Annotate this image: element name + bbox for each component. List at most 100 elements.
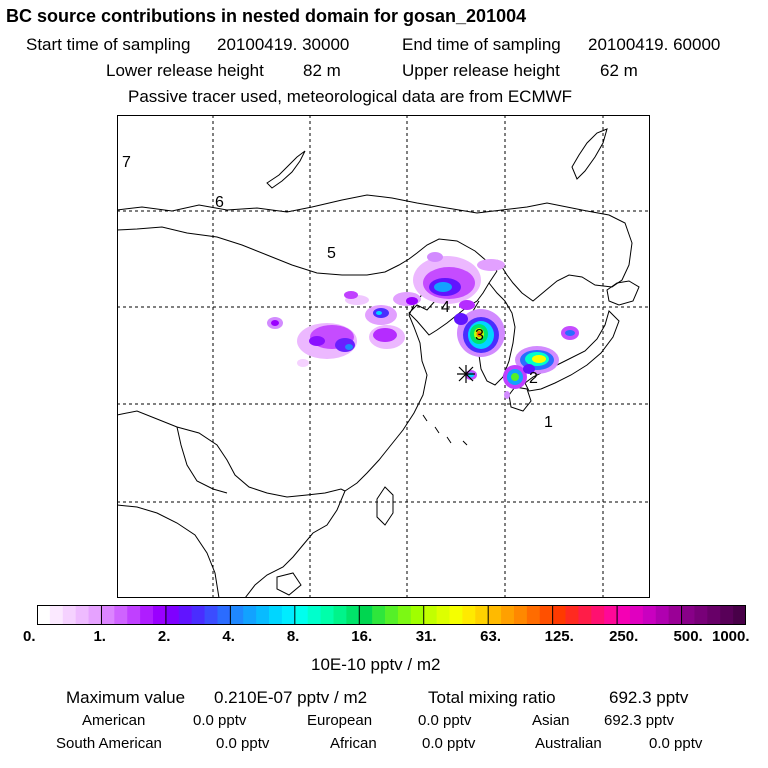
- region-label-6: 6: [215, 194, 224, 211]
- start-time-label: Start time of sampling: [26, 35, 191, 54]
- colorbar-tick-label: 4.: [222, 628, 235, 645]
- start-time-value: 20100419. 30000: [217, 35, 350, 54]
- northern-border: [117, 194, 633, 302]
- mongolia-border: [117, 226, 498, 276]
- bc-concentration-plume: [267, 252, 579, 399]
- south-border: [117, 504, 220, 598]
- source-value-australian: 0.0 pptv: [649, 735, 703, 752]
- taiwan: [376, 486, 394, 526]
- colorbar-tick-label: 16.: [351, 628, 373, 645]
- colorbar-cell: [475, 605, 489, 625]
- region-label-5: 5: [327, 245, 336, 262]
- colorbar-tick-label: 1000.: [712, 628, 750, 645]
- end-time-value: 20100419. 60000: [588, 35, 721, 54]
- source-name-australian: Australian: [535, 735, 602, 752]
- region-label-1: 1: [544, 414, 553, 431]
- colorbar-cell: [668, 605, 682, 625]
- indochina: [117, 410, 346, 598]
- colorbar-cell: [488, 605, 502, 625]
- colorbar-cell: [462, 605, 476, 625]
- japan-hokkaido: [606, 280, 640, 306]
- region-label-7: 7: [122, 154, 131, 171]
- max-value-label: Maximum value: [66, 688, 186, 707]
- colorbar-cell: [114, 605, 128, 625]
- colorbar-cell: [578, 605, 592, 625]
- colorbar-cell: [707, 605, 721, 625]
- colorbar-cell: [191, 605, 205, 625]
- plot-title: BC source contributions in nested domain…: [6, 6, 527, 26]
- colorbar-cell: [642, 605, 657, 625]
- colorbar-cell: [501, 605, 515, 625]
- colorbar-cell: [281, 605, 296, 625]
- source-value-african: 0.0 pptv: [422, 735, 476, 752]
- colorbar-cell: [256, 605, 270, 625]
- colorbar-cell: [127, 605, 141, 625]
- colorbar-cell: [385, 605, 399, 625]
- colorbar-cell: [513, 605, 528, 625]
- colorbar-cell: [307, 605, 321, 625]
- colorbar-tick-label: 2.: [157, 628, 171, 645]
- sakhalin: [571, 128, 608, 180]
- colorbar-cell: [88, 605, 102, 625]
- colorbar-cell: [436, 605, 450, 625]
- colorbar-cell: [153, 605, 167, 625]
- colorbar-cell: [49, 605, 64, 625]
- colorbar-cell: [62, 605, 77, 625]
- colorbar-cell: [230, 605, 244, 625]
- colorbar-cell: [204, 605, 218, 625]
- source-contribution-map: 7 6 5 4 3 2 1: [117, 115, 650, 598]
- lat-lon-grid: [117, 115, 650, 598]
- colorbar-cell: [720, 605, 734, 625]
- colorbar-tick-label: 63.: [480, 628, 502, 645]
- colorbar-cell: [604, 605, 618, 625]
- colorbar-tick-label: 125.: [544, 628, 574, 645]
- colorbar-cell: [552, 605, 566, 625]
- source-name-asian: Asian: [532, 712, 570, 729]
- total-mixing-value: 692.3 pptv: [609, 688, 689, 707]
- colorbar-cell: [165, 605, 180, 625]
- colorbar-tick-label: 1.: [93, 628, 106, 645]
- colorbar-cell: [243, 605, 257, 625]
- colorbar-cell: [372, 605, 386, 625]
- source-name-european: European: [307, 712, 373, 729]
- colorbar-cell: [681, 605, 695, 625]
- colorbar-cell: [526, 605, 541, 625]
- colorbar-cell: [37, 605, 51, 625]
- upper-height-value: 62 m: [600, 61, 638, 80]
- map-frame: [117, 115, 650, 598]
- receptor-asterisk-marker: [457, 365, 475, 383]
- colorbar: [37, 605, 746, 625]
- colorbar-cell: [629, 605, 644, 625]
- colorbar-cell: [397, 605, 412, 625]
- colorbar-cell: [423, 605, 438, 625]
- hainan: [276, 572, 302, 596]
- source-value-european: 0.0 pptv: [418, 712, 472, 729]
- source-name-south-american: South American: [56, 735, 162, 752]
- colorbar-frame: [37, 605, 746, 625]
- colorbar-cell: [733, 605, 746, 625]
- colorbar-cell: [410, 605, 425, 625]
- colorbar-cell: [101, 605, 115, 625]
- region-label-4: 4: [441, 299, 450, 316]
- colorbar-cell: [178, 605, 193, 625]
- colorbar-tick-label: 500.: [673, 628, 703, 645]
- colorbar-cell: [333, 605, 347, 625]
- colorbar-cell: [655, 605, 670, 625]
- colorbar-cell: [591, 605, 605, 625]
- source-value-asian: 692.3 pptv: [604, 712, 675, 729]
- colorbar-tick-label: 8.: [286, 628, 300, 645]
- end-time-label: End time of sampling: [402, 35, 561, 54]
- tracer-note: Passive tracer used, meteorological data…: [128, 87, 573, 106]
- colorbar-cell: [294, 605, 309, 625]
- colorbar-cell: [694, 605, 708, 625]
- lower-height-label: Lower release height: [106, 61, 264, 80]
- colorbar-cell: [449, 605, 463, 625]
- colorbar-cell: [75, 605, 89, 625]
- japan-honshu: [524, 310, 620, 392]
- colorbar-cell: [617, 605, 631, 625]
- source-name-african: African: [330, 735, 377, 752]
- colorbar-cell: [269, 605, 283, 625]
- colorbar-cell: [359, 605, 373, 625]
- colorbar-tick-label: 31.: [415, 628, 437, 645]
- colorbar-cell: [140, 605, 154, 625]
